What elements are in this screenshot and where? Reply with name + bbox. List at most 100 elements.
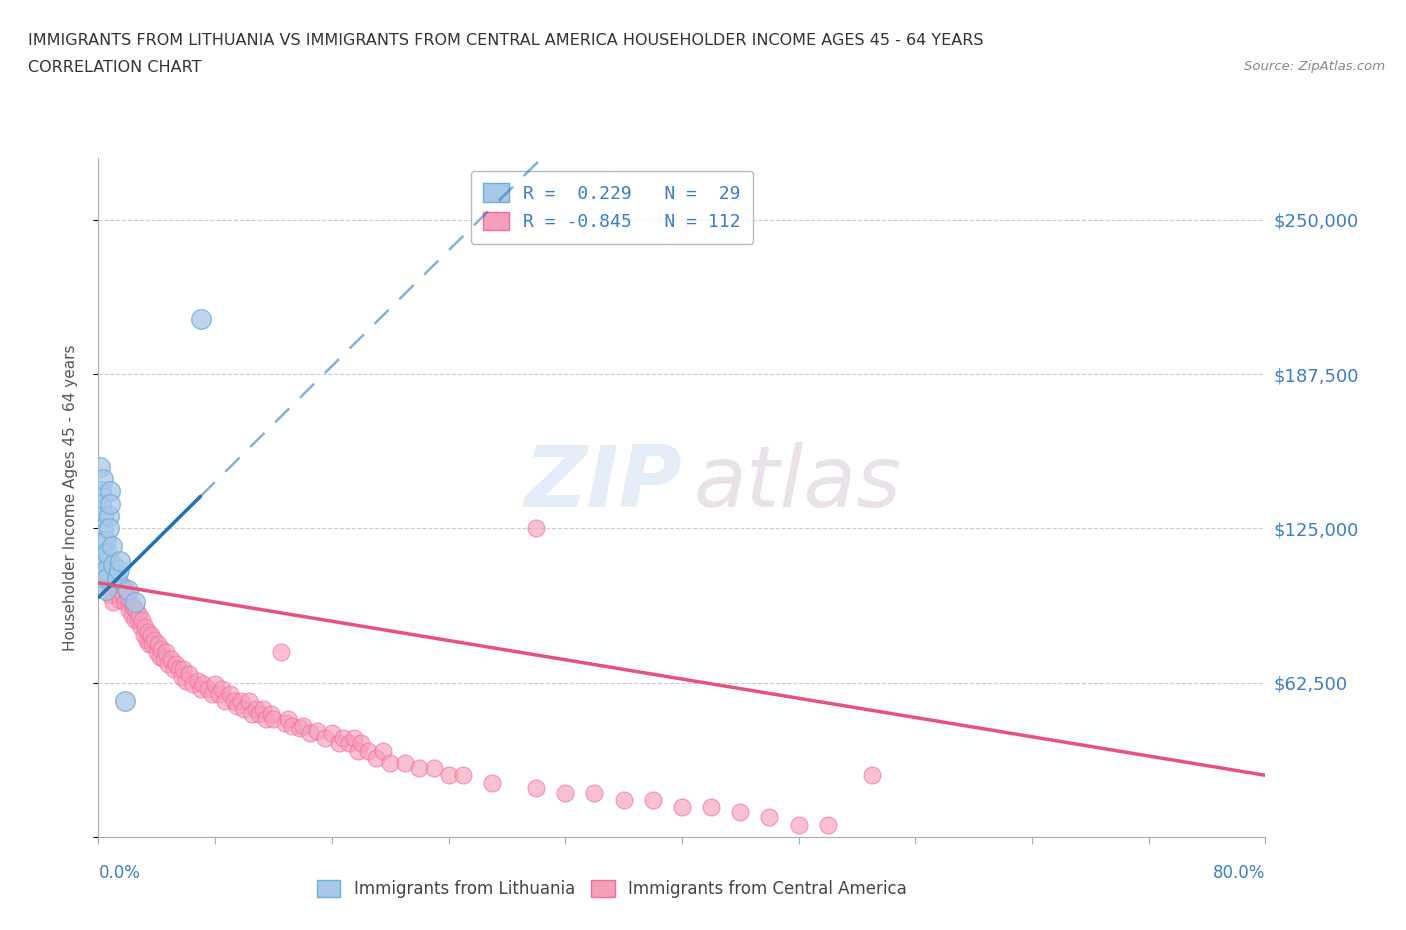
Point — [350, 736, 373, 751]
Point — [97, 509, 120, 524]
Point — [90, 497, 112, 512]
Point — [177, 667, 200, 682]
Point — [93, 563, 115, 578]
Point — [197, 682, 219, 697]
Point — [93, 570, 115, 585]
Point — [148, 637, 170, 652]
Point — [125, 603, 148, 618]
Point — [149, 649, 172, 664]
Point — [262, 711, 284, 726]
Point — [170, 669, 193, 684]
Point — [94, 583, 117, 598]
Point — [231, 694, 253, 709]
Point — [100, 538, 122, 553]
Point — [160, 652, 183, 667]
Point — [270, 644, 292, 659]
Point — [240, 706, 263, 721]
Point — [146, 644, 169, 659]
Point — [758, 810, 780, 825]
Point — [700, 800, 723, 815]
Point — [641, 792, 664, 807]
Point — [274, 716, 297, 731]
Point — [94, 570, 117, 585]
Point — [105, 570, 128, 585]
Point — [165, 657, 187, 671]
Point — [157, 657, 180, 671]
Point — [114, 595, 136, 610]
Point — [131, 612, 153, 627]
Point — [111, 578, 134, 592]
Point — [238, 694, 260, 709]
Text: 80.0%: 80.0% — [1213, 864, 1265, 883]
Point — [91, 558, 114, 573]
Point — [105, 583, 128, 598]
Point — [174, 674, 197, 689]
Point — [247, 706, 270, 721]
Point — [94, 533, 117, 548]
Point — [554, 785, 576, 800]
Point — [124, 612, 146, 627]
Point — [117, 591, 139, 605]
Point — [101, 558, 124, 573]
Point — [101, 595, 124, 610]
Point — [364, 751, 387, 765]
Point — [96, 546, 118, 561]
Point — [437, 768, 460, 783]
Point — [321, 726, 343, 741]
Point — [163, 661, 186, 676]
Point — [122, 600, 145, 615]
Point — [298, 726, 321, 741]
Point — [103, 578, 125, 592]
Point — [254, 711, 277, 726]
Text: ZIP: ZIP — [524, 443, 682, 525]
Point — [277, 711, 299, 726]
Point — [114, 694, 136, 709]
Point — [97, 521, 120, 536]
Point — [291, 719, 314, 734]
Point — [132, 627, 155, 642]
Point — [307, 724, 329, 738]
Point — [155, 644, 177, 659]
Text: 0.0%: 0.0% — [98, 864, 141, 883]
Point — [91, 472, 114, 486]
Point — [124, 595, 146, 610]
Point — [378, 755, 402, 770]
Point — [90, 484, 112, 498]
Point — [394, 755, 416, 770]
Point — [138, 637, 160, 652]
Point — [172, 661, 194, 676]
Point — [118, 603, 141, 618]
Point — [671, 800, 693, 815]
Point — [167, 661, 190, 676]
Point — [94, 553, 117, 568]
Point — [91, 521, 114, 536]
Point — [112, 588, 135, 603]
Point — [89, 459, 111, 474]
Point — [408, 761, 430, 776]
Y-axis label: Householder Income Ages 45 - 64 years: Householder Income Ages 45 - 64 years — [63, 344, 77, 651]
Point — [110, 553, 132, 568]
Point — [259, 706, 281, 721]
Text: Source: ZipAtlas.com: Source: ZipAtlas.com — [1244, 60, 1385, 73]
Point — [121, 607, 143, 622]
Point — [93, 546, 115, 561]
Point — [226, 698, 249, 713]
Point — [423, 761, 446, 776]
Point — [218, 686, 240, 701]
Point — [134, 619, 156, 634]
Point — [860, 768, 883, 783]
Point — [233, 701, 256, 716]
Point — [347, 743, 370, 758]
Point — [187, 674, 209, 689]
Point — [343, 731, 366, 746]
Point — [204, 676, 226, 691]
Text: IMMIGRANTS FROM LITHUANIA VS IMMIGRANTS FROM CENTRAL AMERICA HOUSEHOLDER INCOME : IMMIGRANTS FROM LITHUANIA VS IMMIGRANTS … — [28, 33, 984, 47]
Point — [97, 583, 120, 598]
Point — [357, 743, 380, 758]
Point — [108, 588, 131, 603]
Point — [127, 612, 149, 627]
Point — [98, 497, 121, 512]
Point — [481, 776, 503, 790]
Point — [524, 780, 547, 795]
Point — [190, 312, 212, 326]
